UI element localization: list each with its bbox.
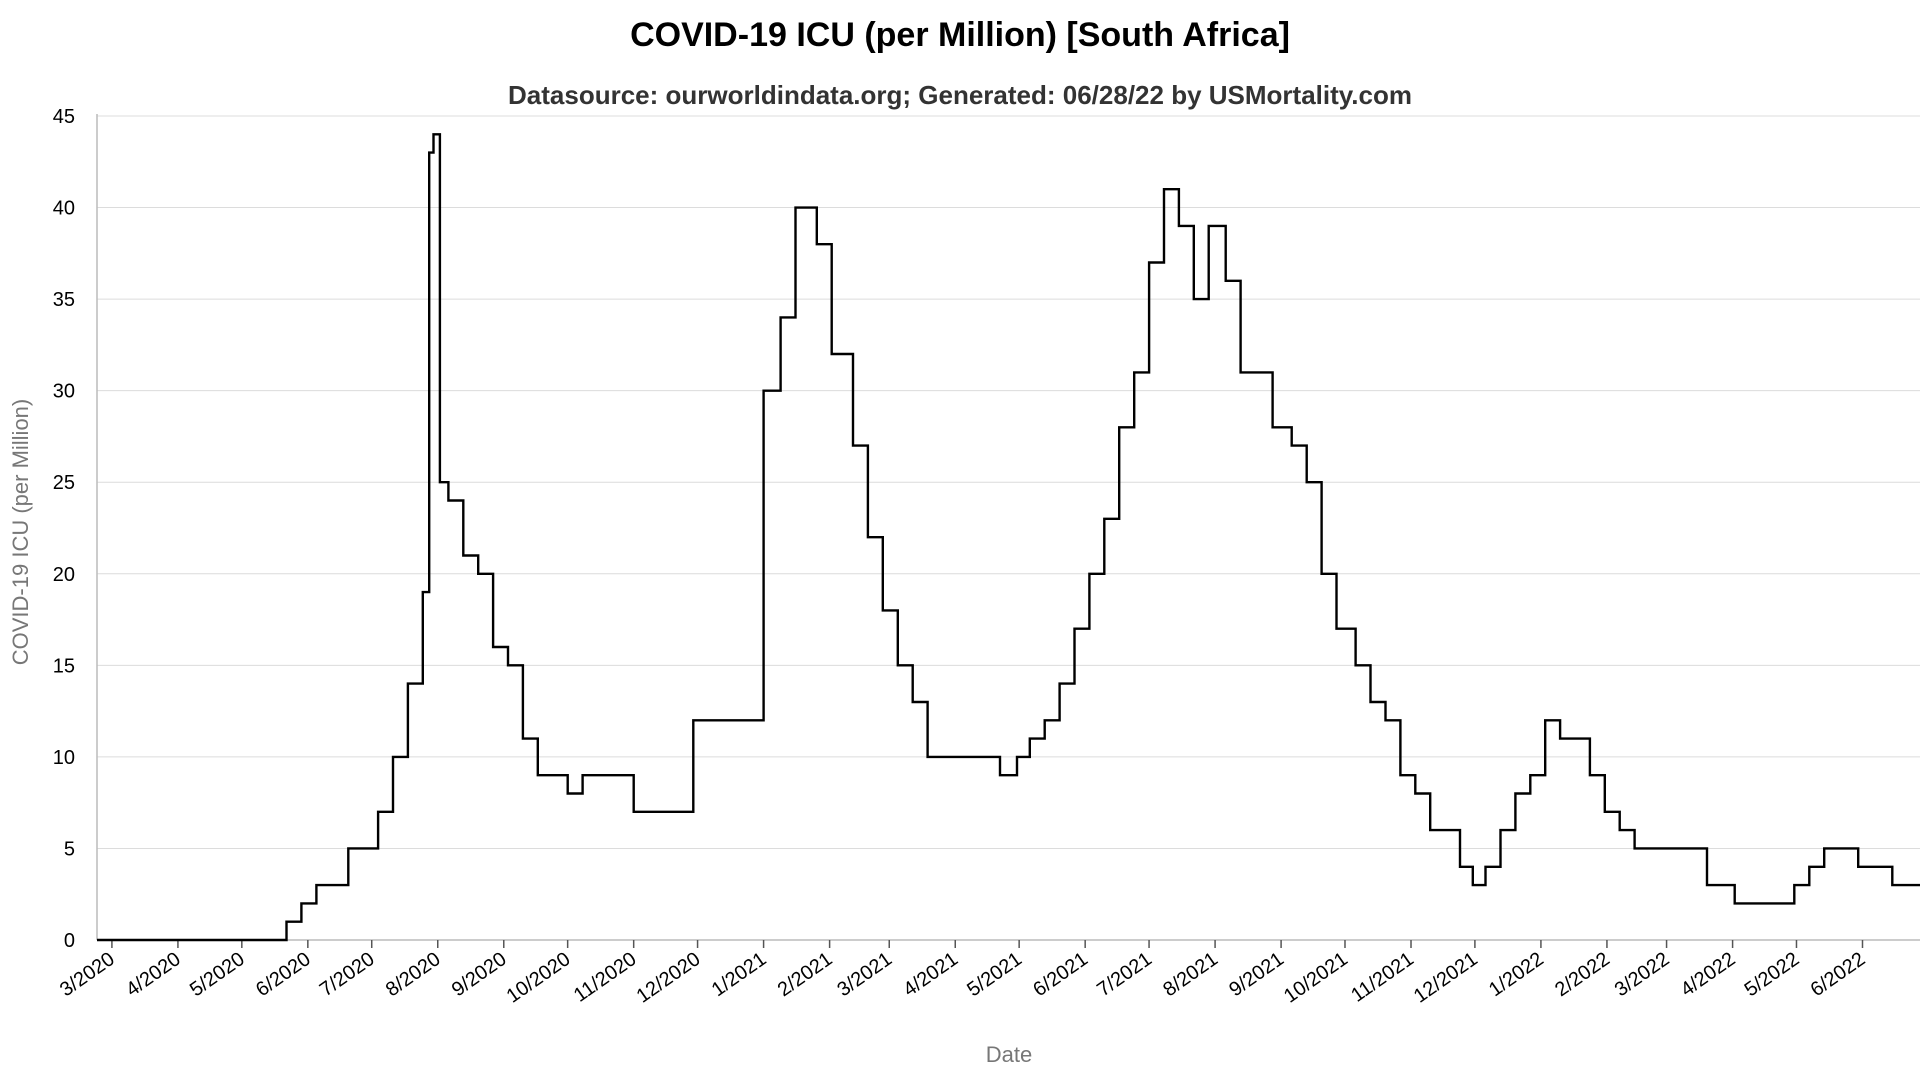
x-tick-label: 12/2021 (1410, 948, 1482, 1007)
y-tick-label: 15 (53, 655, 75, 677)
chart-title: COVID-19 ICU (per Million) [South Africa… (630, 16, 1290, 54)
x-tick-label: 3/2021 (833, 948, 896, 1001)
chart-subtitle: Datasource: ourworldindata.org; Generate… (508, 80, 1412, 110)
grid-layer (97, 115, 1920, 849)
x-tick-label: 1/2021 (708, 948, 771, 1001)
x-tick-label: 12/2020 (633, 948, 705, 1007)
y-tick-label: 40 (53, 198, 75, 220)
x-tick-label: 2/2021 (774, 948, 837, 1001)
y-tick-label: 45 (53, 106, 75, 128)
y-tick-label: 5 (64, 838, 75, 860)
y-tick-label: 10 (53, 747, 75, 769)
y-tick-label: 35 (53, 289, 75, 311)
x-tick-label: 6/2022 (1807, 948, 1870, 1001)
x-tick-label: 7/2021 (1093, 948, 1156, 1001)
y-tick-label: 20 (53, 564, 75, 586)
axis-layer (96, 114, 1920, 948)
series-line-0 (97, 133, 1920, 942)
y-tick-label: 25 (53, 472, 75, 494)
x-tick-label: 11/2021 (1347, 948, 1418, 1007)
x-tick-label: 3/2022 (1611, 948, 1674, 1001)
x-tick-label: 2/2022 (1551, 948, 1614, 1001)
x-tick-label: 11/2020 (570, 948, 641, 1007)
x-tick-label: 4/2020 (122, 948, 185, 1001)
x-tick-label: 9/2020 (448, 948, 511, 1001)
x-tick-label: 5/2022 (1741, 948, 1804, 1001)
x-tick-label: 10/2020 (503, 948, 575, 1007)
y-axis-title: COVID-19 ICU (per Million) (8, 399, 33, 666)
y-tick-label: 30 (53, 381, 75, 403)
x-tick-label: 3/2020 (56, 948, 119, 1001)
x-tick-label: 8/2020 (382, 948, 445, 1001)
x-tick-label: 1/2022 (1485, 948, 1548, 1001)
x-tick-label: 7/2020 (316, 948, 379, 1001)
x-tick-label: 4/2022 (1677, 948, 1740, 1001)
x-tick-label: 5/2020 (186, 948, 249, 1001)
y-tick-label: 0 (64, 930, 75, 952)
x-tick-label: 10/2021 (1280, 948, 1352, 1007)
series-layer (97, 133, 1920, 942)
x-tick-label: 9/2021 (1225, 948, 1288, 1001)
x-axis-title: Date (986, 1042, 1032, 1067)
x-tick-label: 4/2021 (899, 948, 962, 1001)
x-tick-label: 6/2020 (252, 948, 315, 1001)
x-tick-label: 6/2021 (1029, 948, 1092, 1001)
x-tick-label: 5/2021 (963, 948, 1026, 1001)
x-tick-label: 8/2021 (1159, 948, 1222, 1001)
